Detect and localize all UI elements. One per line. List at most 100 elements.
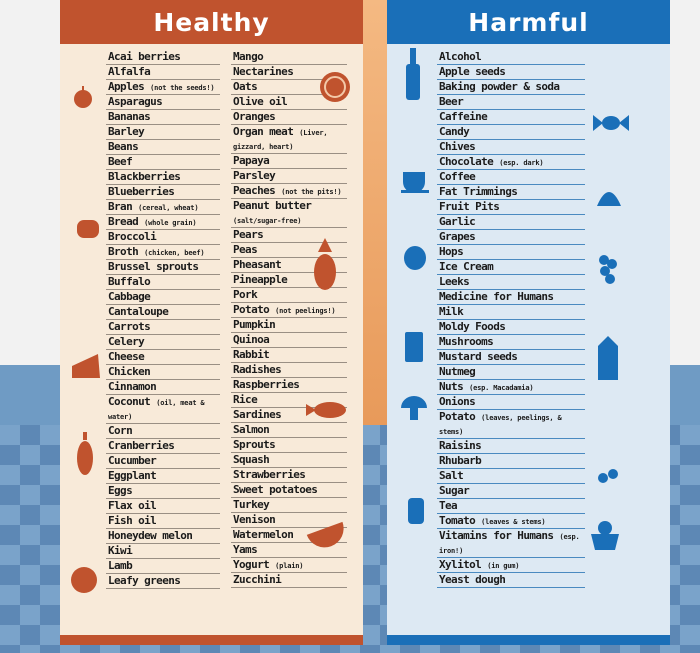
list-item: Flax oil	[106, 499, 220, 514]
fish-icon	[306, 402, 346, 418]
item-name: Milk	[439, 305, 464, 318]
item-name: Pheasant	[233, 258, 282, 271]
item-name: Barley	[108, 125, 145, 138]
list-item: Chocolate (esp. dark)	[437, 155, 585, 170]
item-name: Potato	[439, 410, 476, 423]
list-item: Sprouts	[231, 438, 347, 453]
item-name: Vitamins for Humans	[439, 529, 554, 542]
item-name: Corn	[108, 424, 133, 437]
list-item: Raisins	[437, 439, 585, 454]
list-item: Corn	[106, 424, 220, 439]
list-item: Oranges	[231, 110, 347, 125]
item-note: (plain)	[275, 562, 304, 570]
list-item: Chives	[437, 140, 585, 155]
list-item: Nectarines	[231, 65, 347, 80]
harmful-column: Alcohol Apple seeds Baking powder & soda Be…	[437, 50, 585, 588]
list-item: Carrots	[106, 320, 220, 335]
list-item: Yeast dough	[437, 573, 585, 588]
item-name: Onions	[439, 395, 476, 408]
item-note: (cereal, wheat)	[138, 204, 199, 212]
lettuce-icon	[71, 567, 97, 593]
item-name: Chocolate	[439, 155, 494, 168]
item-name: Caffeine	[439, 110, 488, 123]
item-name: Hops	[439, 245, 464, 258]
raisins-icon	[598, 469, 618, 483]
list-item: Hops	[437, 245, 585, 260]
list-item: Sardines	[231, 408, 347, 423]
list-item: Mustard seeds	[437, 350, 585, 365]
list-item: Beans	[106, 140, 220, 155]
item-note: (oil, meat & water)	[108, 399, 205, 421]
item-name: Blueberries	[108, 185, 175, 198]
item-name: Nectarines	[233, 65, 294, 78]
item-name: Chicken	[108, 365, 151, 378]
list-item: Grapes	[437, 230, 585, 245]
list-item: Peas	[231, 243, 347, 258]
item-name: Salmon	[233, 423, 270, 436]
item-name: Peas	[233, 243, 258, 256]
list-item: Pineapple	[231, 273, 347, 288]
item-name: Honeydew melon	[108, 529, 193, 542]
item-name: Celery	[108, 335, 145, 348]
list-item: Cucumber	[106, 454, 220, 469]
item-name: Broccoli	[108, 230, 157, 243]
candy-icon	[593, 115, 629, 131]
list-item: Strawberries	[231, 468, 347, 483]
list-item: Kiwi	[106, 544, 220, 559]
list-item: Raspberries	[231, 378, 347, 393]
list-item: Tomato (leaves & stems)	[437, 514, 585, 529]
list-item: Rabbit	[231, 348, 347, 363]
item-name: Leafy greens	[108, 574, 181, 587]
list-item: Pumpkin	[231, 318, 347, 333]
list-item: Xylitol (in gum)	[437, 558, 585, 573]
list-item: Squash	[231, 453, 347, 468]
orange-icon	[320, 72, 350, 102]
list-item: Rhubarb	[437, 454, 585, 469]
item-note: (in gum)	[487, 562, 520, 570]
list-item: Radishes	[231, 363, 347, 378]
list-item: Moldy Foods	[437, 320, 585, 335]
item-note: (leaves & stems)	[481, 518, 546, 526]
item-name: Sweet potatoes	[233, 483, 318, 496]
item-name: Fish oil	[108, 514, 157, 527]
item-note: (esp. iron!)	[439, 533, 580, 555]
list-item: Fat Trimmings	[437, 185, 585, 200]
item-name: Coconut	[108, 395, 151, 408]
item-name: Pumpkin	[233, 318, 276, 331]
eggplant-icon	[77, 432, 93, 475]
list-item: Yogurt (plain)	[231, 558, 347, 573]
item-name: Cheese	[108, 350, 145, 363]
healthy-title: Healthy	[60, 0, 363, 44]
list-item: Vitamins for Humans (esp. iron!)	[437, 529, 585, 558]
list-item: Mango	[231, 50, 347, 65]
list-item: Celery	[106, 335, 220, 350]
salt-shaker-icon	[408, 498, 424, 524]
item-name: Venison	[233, 513, 276, 526]
item-name: Radishes	[233, 363, 282, 376]
item-name: Brussel sprouts	[108, 260, 199, 273]
list-item: Sugar	[437, 484, 585, 499]
item-name: Cucumber	[108, 454, 157, 467]
item-name: Apples	[108, 80, 145, 93]
item-note: (not peelings!)	[275, 307, 336, 315]
item-name: Tea	[439, 499, 458, 512]
list-item: Onions	[437, 395, 585, 410]
item-name: Cantaloupe	[108, 305, 169, 318]
list-item: Lamb	[106, 559, 220, 574]
list-item: Asparagus	[106, 95, 220, 110]
list-item: Bananas	[106, 110, 220, 125]
list-item: Beer	[437, 95, 585, 110]
list-item: Salmon	[231, 423, 347, 438]
item-name: Sprouts	[233, 438, 276, 451]
list-item: Eggplant	[106, 469, 220, 484]
list-item: Bread (whole grain)	[106, 215, 220, 230]
ice-cream-bowl-icon	[591, 521, 619, 550]
list-item: Garlic	[437, 215, 585, 230]
list-item: Milk	[437, 305, 585, 320]
list-item: Eggs	[106, 484, 220, 499]
item-name: Apple seeds	[439, 65, 506, 78]
list-item: Mushrooms	[437, 335, 585, 350]
list-item: Potato (not peelings!)	[231, 303, 347, 318]
item-name: Cinnamon	[108, 380, 157, 393]
item-name: Baking powder & soda	[439, 80, 560, 93]
